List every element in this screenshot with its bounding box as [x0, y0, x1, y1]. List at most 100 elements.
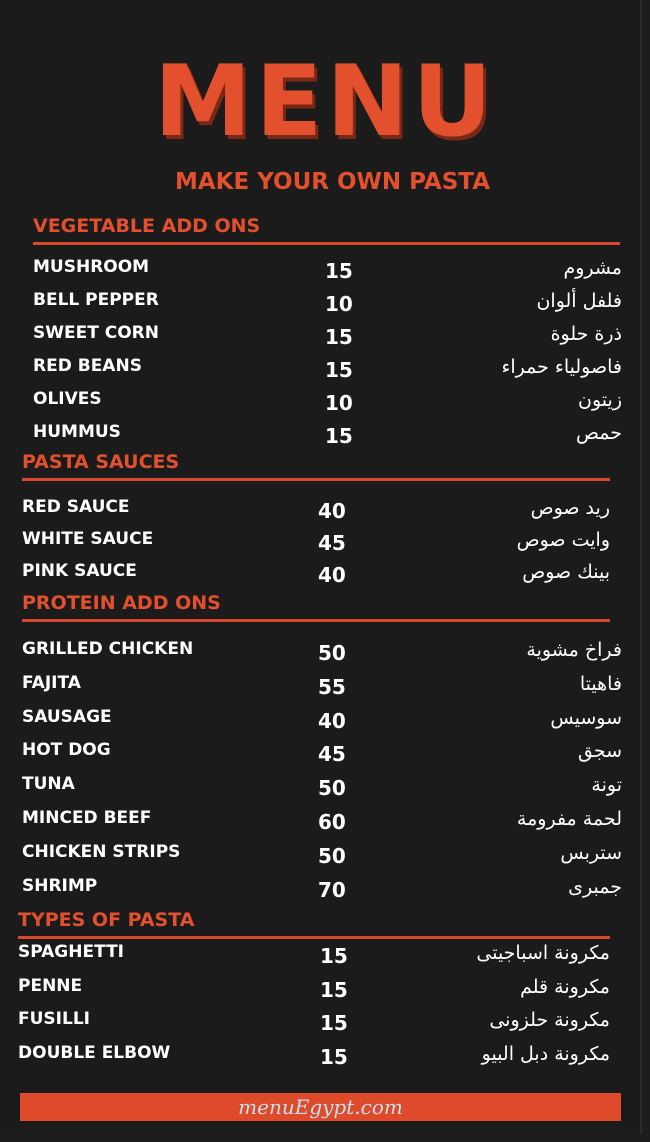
item-price: 60 [318, 810, 346, 834]
menu-section: TYPES OF PASTA [18, 908, 610, 939]
item-price: 45 [318, 531, 346, 555]
menu-item: SHRIMP 70 جمبرى [22, 875, 622, 908]
menu-item: BELL PEPPER 10 فلفل ألوان [33, 289, 622, 322]
item-price: 40 [318, 563, 346, 587]
item-name: FAJITA [22, 672, 81, 693]
item-name: DOUBLE ELBOW [18, 1043, 171, 1064]
item-name: SWEET CORN [33, 323, 159, 343]
menu-item: WHITE SAUCE 45 وايت صوص [22, 528, 610, 561]
section-title: PASTA SAUCES [22, 451, 180, 473]
menu-section: VEGETABLE ADD ONS [33, 214, 620, 245]
item-name: PINK SAUCE [22, 561, 137, 581]
item-price: 70 [318, 877, 346, 902]
menu-item: FUSILLI 15 مكرونة حلزونى [18, 1008, 610, 1041]
menu-section: PASTA SAUCES [22, 450, 610, 481]
item-price: 15 [325, 259, 353, 283]
item-price: 50 [318, 641, 346, 665]
item-arabic-name: سجق [577, 740, 622, 763]
item-arabic-name: مشروم [563, 257, 622, 279]
item-arabic-name: وايت صوص [516, 529, 610, 551]
item-name: TUNA [22, 774, 75, 795]
section-divider [22, 478, 610, 481]
menu-item: RED BEANS 15 فاصولياء حمراء [33, 355, 622, 388]
menu-item: MINCED BEEF 60 لحمة مفرومة [22, 807, 622, 840]
item-price: 15 [325, 424, 353, 448]
item-price: 15 [325, 358, 353, 382]
item-price: 15 [325, 325, 353, 349]
item-arabic-name: فاصولياء حمراء [501, 356, 622, 378]
item-price: 10 [325, 292, 353, 316]
menu-item: PINK SAUCE 40 بينك صوص [22, 560, 610, 593]
menu-item: RED SAUCE 40 ريد صوص [22, 496, 610, 529]
item-price: 50 [318, 843, 346, 868]
item-arabic-name: فلفل ألوان [536, 290, 622, 312]
item-name: SPAGHETTI [18, 942, 125, 962]
menu-item: TUNA 50 تونة [22, 773, 622, 806]
item-name: PENNE [18, 975, 83, 996]
menu-item: DOUBLE ELBOW 15 مكرونة دبل البيو [18, 1042, 610, 1075]
item-arabic-name: ذرة حلوة [550, 323, 622, 345]
item-price: 15 [320, 977, 348, 1002]
item-name: CHICKEN STRIPS [22, 841, 181, 862]
item-name: HUMMUS [33, 422, 121, 442]
menu-item: CHICKEN STRIPS 50 ستربس [22, 841, 622, 874]
bottom-bar: menuEgypt.com [20, 1093, 621, 1121]
menu-item: SAUSAGE 40 سوسيس [22, 706, 622, 739]
item-name: GRILLED CHICKEN [22, 639, 194, 659]
menu-section: PROTEIN ADD ONS [22, 591, 610, 622]
item-price: 45 [318, 742, 346, 767]
item-arabic-name: مكرونة دبل البيو [481, 1043, 610, 1066]
item-name: MUSHROOM [33, 257, 150, 277]
menu-item: SPAGHETTI 15 مكرونة اسباجيتى [18, 941, 610, 974]
section-title: TYPES OF PASTA [18, 909, 195, 931]
section-title: VEGETABLE ADD ONS [33, 215, 261, 237]
menu-item: MUSHROOM 15 مشروم [33, 256, 622, 289]
item-arabic-name: زيتون [578, 389, 622, 411]
section-divider [33, 242, 620, 245]
item-arabic-name: حمص [575, 422, 622, 444]
item-price: 10 [325, 391, 353, 415]
item-price: 15 [320, 1045, 348, 1070]
item-name: OLIVES [33, 389, 102, 409]
item-arabic-name: جمبرى [568, 875, 622, 898]
item-name: MINCED BEEF [22, 808, 152, 828]
item-name: RED BEANS [33, 356, 142, 376]
menu-title: MENU [153, 45, 497, 159]
item-name: SAUSAGE [22, 706, 112, 727]
menu-item: FAJITA 55 فاهيتا [22, 672, 622, 705]
item-price: 40 [318, 499, 346, 523]
item-arabic-name: مكرونة قلم [520, 975, 610, 998]
item-arabic-name: تونة [591, 774, 622, 797]
section-divider [18, 936, 610, 939]
item-name: FUSILLI [18, 1009, 90, 1030]
item-arabic-name: مكرونة اسباجيتى [476, 942, 610, 964]
item-arabic-name: بينك صوص [522, 561, 610, 583]
item-name: RED SAUCE [22, 497, 130, 517]
item-arabic-name: لحمة مفرومة [516, 808, 622, 830]
item-price: 15 [320, 944, 348, 968]
item-price: 50 [318, 776, 346, 801]
menu-subtitle: MAKE YOUR OWN PASTA [174, 169, 490, 195]
watermark-logo: menuEgypt.com [238, 1095, 403, 1119]
item-name: SHRIMP [22, 875, 98, 896]
section-title: PROTEIN ADD ONS [22, 592, 221, 614]
menu-item: PENNE 15 مكرونة قلم [18, 975, 610, 1008]
item-name: WHITE SAUCE [22, 529, 154, 549]
item-name: BELL PEPPER [33, 290, 159, 310]
menu-item: OLIVES 10 زيتون [33, 388, 622, 421]
item-price: 55 [318, 674, 346, 699]
menu-item: SWEET CORN 15 ذرة حلوة [33, 322, 622, 355]
item-price: 15 [320, 1011, 348, 1036]
section-divider [22, 619, 610, 622]
menu-item: HUMMUS 15 حمص [33, 421, 622, 454]
item-name: HOT DOG [22, 740, 111, 761]
item-arabic-name: ستربس [560, 841, 622, 864]
item-arabic-name: ريد صوص [530, 497, 610, 519]
item-arabic-name: فاهيتا [579, 672, 622, 695]
menu-item: GRILLED CHICKEN 50 فراخ مشوية [22, 638, 622, 671]
item-arabic-name: مكرونة حلزونى [489, 1009, 610, 1032]
item-arabic-name: فراخ مشوية [526, 639, 622, 661]
item-price: 40 [318, 708, 346, 733]
menu-item: HOT DOG 45 سجق [22, 739, 622, 772]
